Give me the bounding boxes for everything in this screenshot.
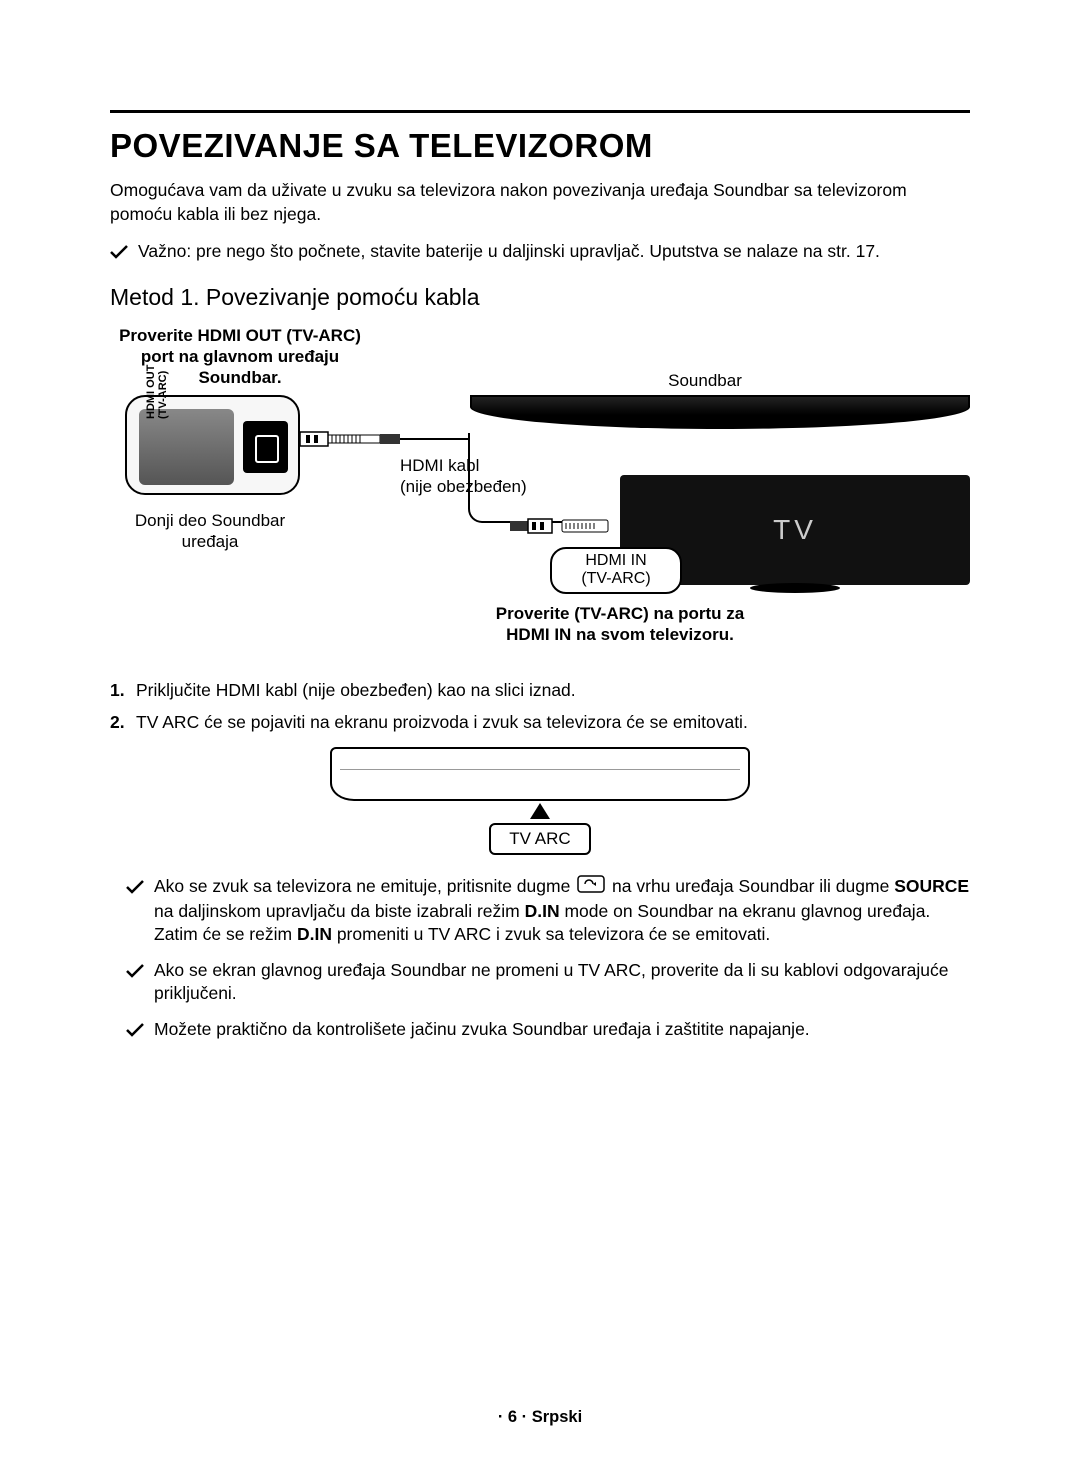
check-port-line2: port na glavnom uređaju bbox=[141, 347, 339, 366]
steps-list: Priključite HDMI kabl (nije obezbeđen) k… bbox=[110, 678, 970, 735]
tv-arc-label: TV ARC bbox=[489, 823, 590, 855]
note-3-text: Možete praktično da kontrolišete jačinu … bbox=[154, 1018, 810, 1042]
n1c: na daljinskom upravljaču da biste izabra… bbox=[154, 901, 525, 921]
check-icon bbox=[126, 961, 144, 985]
check-icon bbox=[110, 242, 128, 266]
check-tv-line2: HDMI IN na svom televizoru. bbox=[506, 625, 734, 644]
check-tv-label: Proverite (TV-ARC) na portu za HDMI IN n… bbox=[460, 603, 780, 646]
page-footer: · 6 · Srpski bbox=[0, 1408, 1080, 1427]
hdmi-connector-bottom-icon bbox=[510, 515, 610, 537]
intro-paragraph: Omogućava vam da uživate u zvuku sa tele… bbox=[110, 179, 970, 226]
n1-source: SOURCE bbox=[894, 876, 969, 896]
important-note-text: Važno: pre nego što počnete, stavite bat… bbox=[138, 240, 880, 264]
check-port-line1: Proverite HDMI OUT (TV-ARC) bbox=[119, 326, 361, 345]
soundbar-front-illustration bbox=[330, 747, 750, 801]
hdmi-in-line1: HDMI IN bbox=[585, 552, 646, 569]
note-2-text: Ako se ekran glavnog uređaja Soundbar ne… bbox=[154, 959, 970, 1006]
note-1: Ako se zvuk sa televizora ne emituje, pr… bbox=[110, 875, 970, 947]
check-icon bbox=[126, 877, 144, 901]
tv-stand bbox=[750, 583, 840, 593]
n1e: promeniti u TV ARC i zvuk sa televizora … bbox=[337, 924, 770, 944]
port-vertical-label: HDMI OUT(TV-ARC) bbox=[145, 364, 169, 418]
note-2: Ako se ekran glavnog uređaja Soundbar ne… bbox=[110, 959, 970, 1006]
check-tv-line1: Proverite (TV-ARC) na portu za bbox=[496, 604, 744, 623]
check-port-line3: Soundbar. bbox=[198, 368, 281, 387]
step-2: TV ARC će se pojaviti na ekranu proizvod… bbox=[110, 710, 970, 735]
important-note-row: Važno: pre nego što počnete, stavite bat… bbox=[110, 240, 970, 266]
hdmi-in-line2: (TV-ARC) bbox=[581, 570, 650, 587]
soundbar-illustration bbox=[470, 395, 970, 429]
n1-din-2: D.IN bbox=[297, 924, 332, 944]
cable-path bbox=[468, 433, 593, 523]
n1-din-1: D.IN bbox=[525, 901, 560, 921]
n1b: na vrhu uređaja Soundbar ili dugme bbox=[612, 876, 894, 896]
bottom-label-line2: uređaja bbox=[182, 532, 239, 551]
port-inner bbox=[139, 409, 234, 485]
check-icon bbox=[126, 1020, 144, 1044]
n1a: Ako se zvuk sa televizora ne emituje, pr… bbox=[154, 876, 575, 896]
top-rule bbox=[110, 110, 970, 113]
hdmi-connector-top-icon bbox=[300, 428, 470, 450]
source-button-icon bbox=[577, 875, 605, 900]
bottom-soundbar-label: Donji deo Soundbar uređaja bbox=[110, 510, 310, 553]
note-3: Možete praktično da kontrolišete jačinu … bbox=[110, 1018, 970, 1044]
pointer-up-icon bbox=[530, 803, 550, 819]
method-heading: Metod 1. Povezivanje pomoću kabla bbox=[110, 284, 970, 311]
note-1-text: Ako se zvuk sa televizora ne emituje, pr… bbox=[154, 875, 970, 947]
connection-diagram: Proverite HDMI OUT (TV-ARC) port na glav… bbox=[110, 325, 970, 660]
bottom-label-line1: Donji deo Soundbar bbox=[135, 511, 285, 530]
port-plug bbox=[243, 421, 288, 473]
soundbar-port-illustration: HDMI OUT(TV-ARC) bbox=[125, 395, 300, 495]
hdmi-in-label: HDMI IN (TV-ARC) bbox=[550, 547, 682, 594]
front-diagram: TV ARC bbox=[330, 747, 750, 855]
step-1: Priključite HDMI kabl (nije obezbeđen) k… bbox=[110, 678, 970, 703]
page-title: POVEZIVANJE SA TELEVIZOROM bbox=[110, 127, 970, 165]
soundbar-label: Soundbar bbox=[630, 370, 780, 391]
notes-section: Ako se zvuk sa televizora ne emituje, pr… bbox=[110, 875, 970, 1044]
